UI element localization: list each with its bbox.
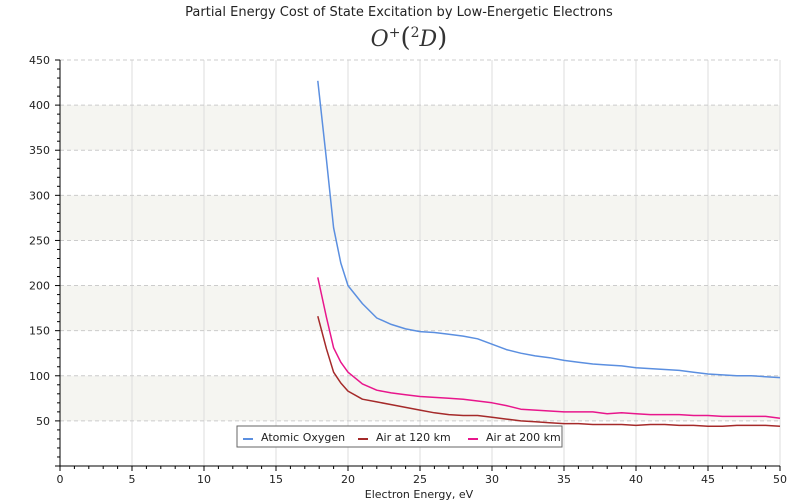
x-tick-label: 20: [341, 473, 355, 486]
x-tick-label: 50: [773, 473, 787, 486]
y-tick-label: 100: [29, 370, 50, 383]
subtitle-open-paren: (: [400, 23, 410, 53]
x-tick-label: 40: [629, 473, 643, 486]
series-line-atomic-oxygen: [317, 80, 781, 379]
legend-box: [236, 425, 563, 448]
y-tick-label: 400: [29, 99, 50, 112]
axes: 50 100 150 200 250 300 350 400 450 0 5 10 15 20 25 30 35…: [29, 54, 787, 486]
legend-label: Atomic Oxygen: [261, 431, 345, 444]
series-line-air-at-120-km: [317, 316, 781, 428]
x-tick-label: 25: [413, 473, 427, 486]
subtitle-term: D: [419, 27, 438, 52]
legend-label: Air at 120 km: [376, 431, 451, 444]
x-tick-label: 5: [129, 473, 136, 486]
series-lines: [317, 80, 781, 428]
y-tick-label: 150: [29, 325, 50, 338]
grid: [60, 59, 781, 466]
x-tick-label: 10: [197, 473, 211, 486]
subtitle-sup: +: [389, 25, 401, 41]
x-axis-label: Electron Energy, eV: [365, 488, 474, 500]
x-tick-label: 30: [485, 473, 499, 486]
chart-title: Partial Energy Cost of State Excitation …: [185, 5, 613, 20]
y-tick-label: 450: [29, 54, 50, 67]
legend-label: Air at 200 km: [486, 431, 561, 444]
y-tick-label: 200: [29, 280, 50, 293]
y-tick-label: 50: [36, 415, 50, 428]
x-tick-label: 35: [557, 473, 571, 486]
subtitle-close-paren: ): [437, 23, 447, 53]
subtitle-paren-sup: 2: [411, 25, 420, 41]
legend: Atomic Oxygen Air at 120 km Air at 200 km: [236, 425, 563, 448]
y-tick-label: 350: [29, 144, 50, 157]
x-tick-label: 15: [269, 473, 283, 486]
series-line-air-at-200-km: [317, 277, 781, 419]
subtitle-base: O: [371, 27, 389, 52]
chart-subtitle: O+(2D): [371, 23, 448, 53]
x-tick-label: 0: [57, 473, 64, 486]
y-tick-label: 250: [29, 234, 50, 247]
x-tick-label: 45: [701, 473, 715, 486]
y-tick-label: 300: [29, 189, 50, 202]
